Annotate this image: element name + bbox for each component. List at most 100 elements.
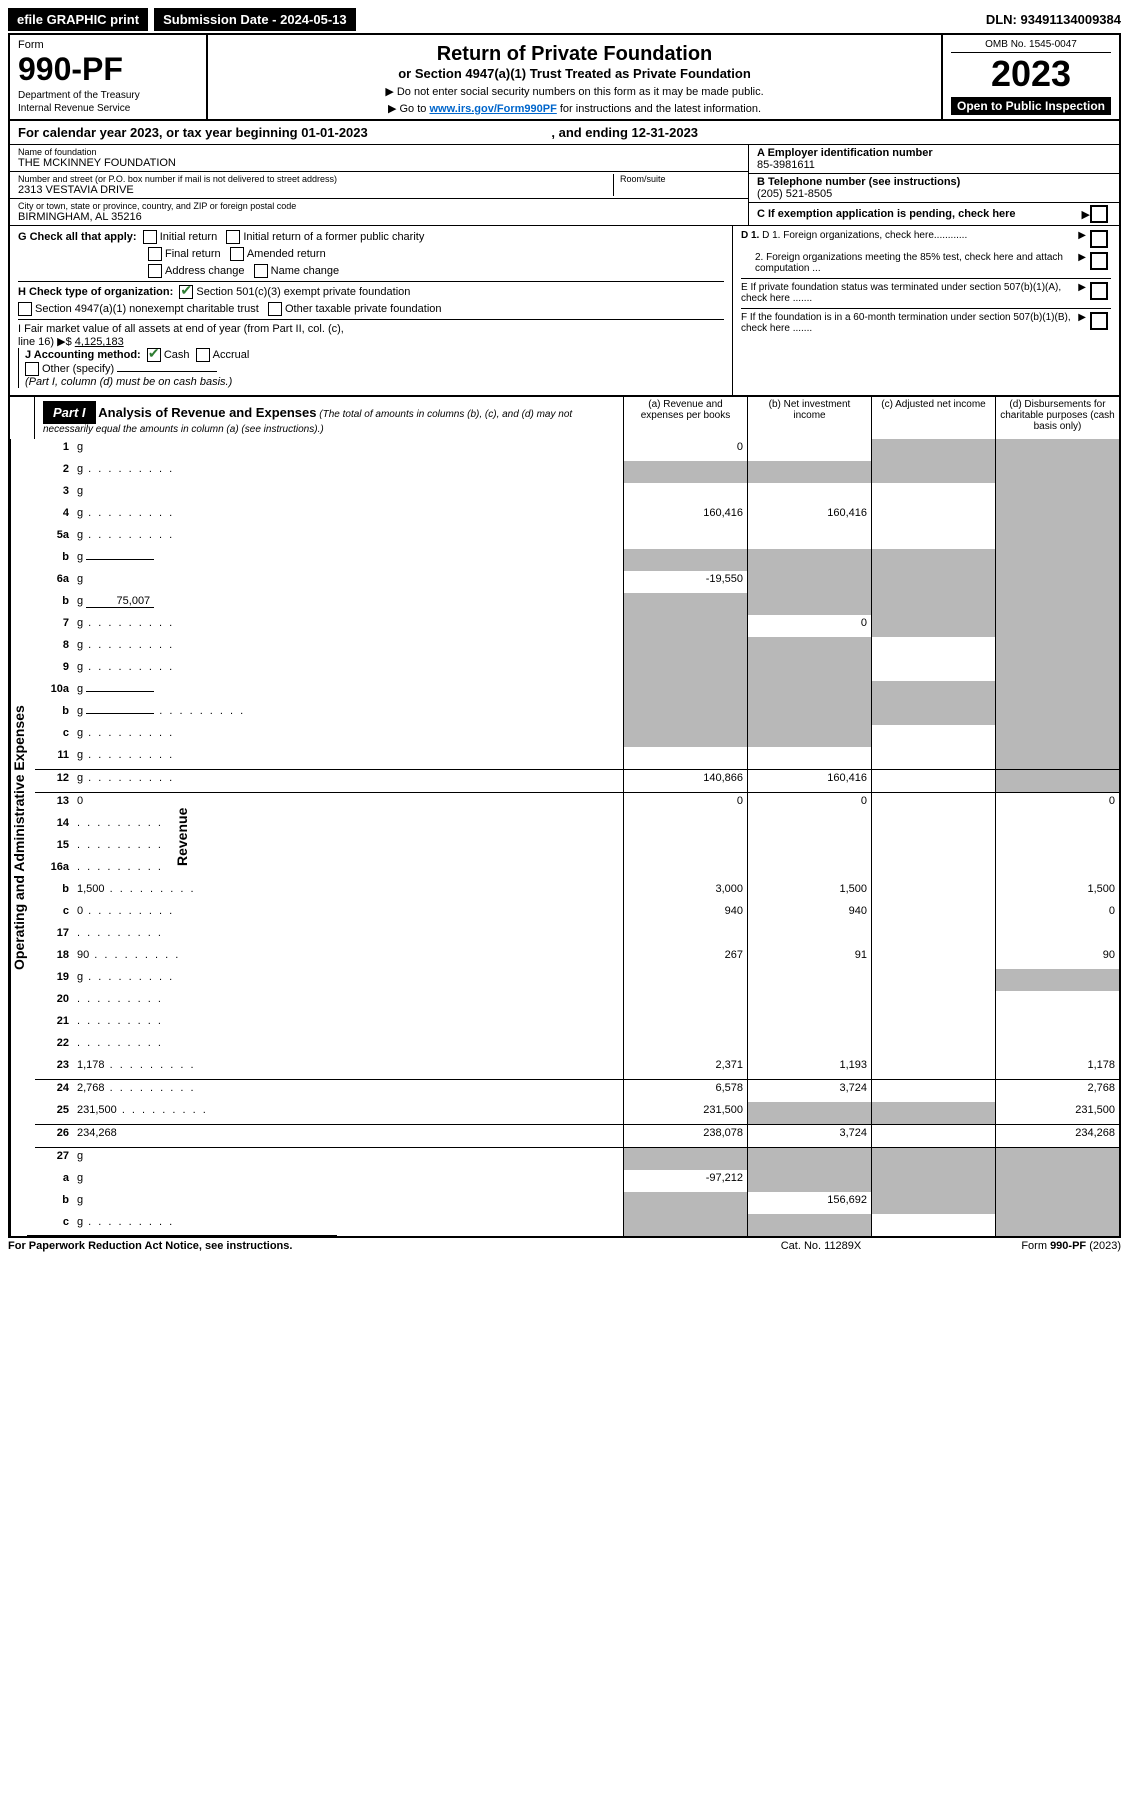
tax-period: For calendar year 2023, or tax year begi… bbox=[8, 121, 1121, 145]
g-final-cb[interactable] bbox=[148, 247, 162, 261]
d1-cb[interactable] bbox=[1090, 230, 1108, 248]
h-row: H Check type of organization: Section 50… bbox=[18, 281, 724, 299]
j-cash-cb[interactable] bbox=[147, 348, 161, 362]
cell-d: 2,768 bbox=[995, 1080, 1119, 1102]
cell-d bbox=[995, 991, 1119, 1013]
cell-c bbox=[871, 837, 995, 859]
cell-c bbox=[871, 571, 995, 593]
cell-d bbox=[995, 505, 1119, 527]
name-label: Name of foundation bbox=[18, 147, 740, 157]
cell-b: 1,193 bbox=[747, 1057, 871, 1079]
cell-b: 160,416 bbox=[747, 770, 871, 792]
cell-d bbox=[995, 859, 1119, 881]
cell-c bbox=[871, 549, 995, 571]
cell-d: 0 bbox=[995, 903, 1119, 925]
g-amended-cb[interactable] bbox=[230, 247, 244, 261]
cell-d bbox=[995, 593, 1119, 615]
cell-a bbox=[623, 747, 747, 769]
dln-value: 93491134009384 bbox=[1020, 12, 1121, 27]
f-cb[interactable] bbox=[1090, 312, 1108, 330]
top-bar: efile GRAPHIC print Submission Date - 20… bbox=[8, 8, 1121, 31]
cell-d bbox=[995, 439, 1119, 461]
cell-c bbox=[871, 770, 995, 792]
cell-c bbox=[871, 1214, 995, 1236]
exemption-cell: C If exemption application is pending, c… bbox=[749, 203, 1119, 226]
cell-a bbox=[623, 925, 747, 947]
city-label: City or town, state or province, country… bbox=[18, 201, 740, 211]
cell-d bbox=[995, 637, 1119, 659]
cell-b bbox=[747, 837, 871, 859]
cell-b bbox=[747, 703, 871, 725]
cell-b bbox=[747, 1170, 871, 1192]
period-mid: , and ending bbox=[551, 125, 631, 140]
cell-b bbox=[747, 659, 871, 681]
g-address-cb[interactable] bbox=[148, 264, 162, 278]
cell-d bbox=[995, 483, 1119, 505]
header-left: Form 990-PF Department of the Treasury I… bbox=[10, 35, 208, 119]
g3: Final return bbox=[165, 248, 221, 260]
cell-b bbox=[747, 969, 871, 991]
irs: Internal Revenue Service bbox=[18, 103, 198, 114]
footer: For Paperwork Reduction Act Notice, see … bbox=[8, 1240, 1121, 1252]
cell-b bbox=[747, 859, 871, 881]
g4: Amended return bbox=[247, 248, 326, 260]
cell-d bbox=[995, 1170, 1119, 1192]
submission-label: Submission Date - bbox=[163, 12, 280, 27]
g-initial-return-cb[interactable] bbox=[143, 230, 157, 244]
cell-a: 0 bbox=[623, 439, 747, 461]
cell-b bbox=[747, 549, 871, 571]
cell-d: 0 bbox=[995, 793, 1119, 815]
ein-label: A Employer identification number bbox=[757, 147, 1111, 159]
cell-a bbox=[623, 659, 747, 681]
cell-a bbox=[623, 1148, 747, 1170]
g-name-cb[interactable] bbox=[254, 264, 268, 278]
j-other-cb[interactable] bbox=[25, 362, 39, 376]
h-4947-cb[interactable] bbox=[18, 302, 32, 316]
cell-c bbox=[871, 483, 995, 505]
cell-a bbox=[623, 991, 747, 1013]
g-initial-former-cb[interactable] bbox=[226, 230, 240, 244]
cell-c bbox=[871, 793, 995, 815]
omb-number: OMB No. 1545-0047 bbox=[951, 39, 1111, 53]
h1: Section 501(c)(3) exempt private foundat… bbox=[196, 286, 410, 298]
sidebar-revenue: Revenue bbox=[27, 439, 337, 1236]
cell-b bbox=[747, 1214, 871, 1236]
phone-cell: B Telephone number (see instructions) (2… bbox=[749, 174, 1119, 203]
cell-c bbox=[871, 615, 995, 637]
j-label: J Accounting method: bbox=[25, 349, 141, 361]
check-section: G Check all that apply: Initial return I… bbox=[8, 226, 1121, 397]
fmv-value: 4,125,183 bbox=[75, 336, 124, 348]
cell-a: 940 bbox=[623, 903, 747, 925]
cell-b bbox=[747, 1013, 871, 1035]
header-right: OMB No. 1545-0047 2023 Open to Public In… bbox=[943, 35, 1119, 119]
cell-c bbox=[871, 1057, 995, 1079]
cell-d: 1,500 bbox=[995, 881, 1119, 903]
phone-label: B Telephone number (see instructions) bbox=[757, 176, 1111, 188]
c-checkbox[interactable] bbox=[1090, 205, 1108, 223]
cell-c bbox=[871, 1192, 995, 1214]
cell-b bbox=[747, 725, 871, 747]
cell-d bbox=[995, 815, 1119, 837]
cell-a: -19,550 bbox=[623, 571, 747, 593]
street-address: 2313 VESTAVIA DRIVE bbox=[18, 184, 613, 196]
h-501c3-cb[interactable] bbox=[179, 285, 193, 299]
cell-d: 90 bbox=[995, 947, 1119, 969]
submission-value: 2024-05-13 bbox=[280, 12, 347, 27]
cell-b bbox=[747, 571, 871, 593]
cell-b bbox=[747, 1102, 871, 1124]
ein-value: 85-3981611 bbox=[757, 159, 1111, 171]
efile-btn[interactable]: efile GRAPHIC print bbox=[8, 8, 148, 31]
foundation-name-cell: Name of foundation THE MCKINNEY FOUNDATI… bbox=[10, 145, 748, 172]
j-accrual-cb[interactable] bbox=[196, 348, 210, 362]
e-cb[interactable] bbox=[1090, 282, 1108, 300]
h-other-cb[interactable] bbox=[268, 302, 282, 316]
cell-a bbox=[623, 1192, 747, 1214]
cell-d bbox=[995, 770, 1119, 792]
cell-a: 160,416 bbox=[623, 505, 747, 527]
d1-item: D 1. D 1. Foreign organizations, check h… bbox=[741, 230, 1111, 248]
form-url-link[interactable]: www.irs.gov/Form990PF bbox=[429, 103, 556, 115]
col-b-header: (b) Net investment income bbox=[747, 397, 871, 439]
d1-text: D 1. Foreign organizations, check here..… bbox=[762, 230, 967, 241]
identification-block: Name of foundation THE MCKINNEY FOUNDATI… bbox=[8, 145, 1121, 226]
d2-cb[interactable] bbox=[1090, 252, 1108, 270]
